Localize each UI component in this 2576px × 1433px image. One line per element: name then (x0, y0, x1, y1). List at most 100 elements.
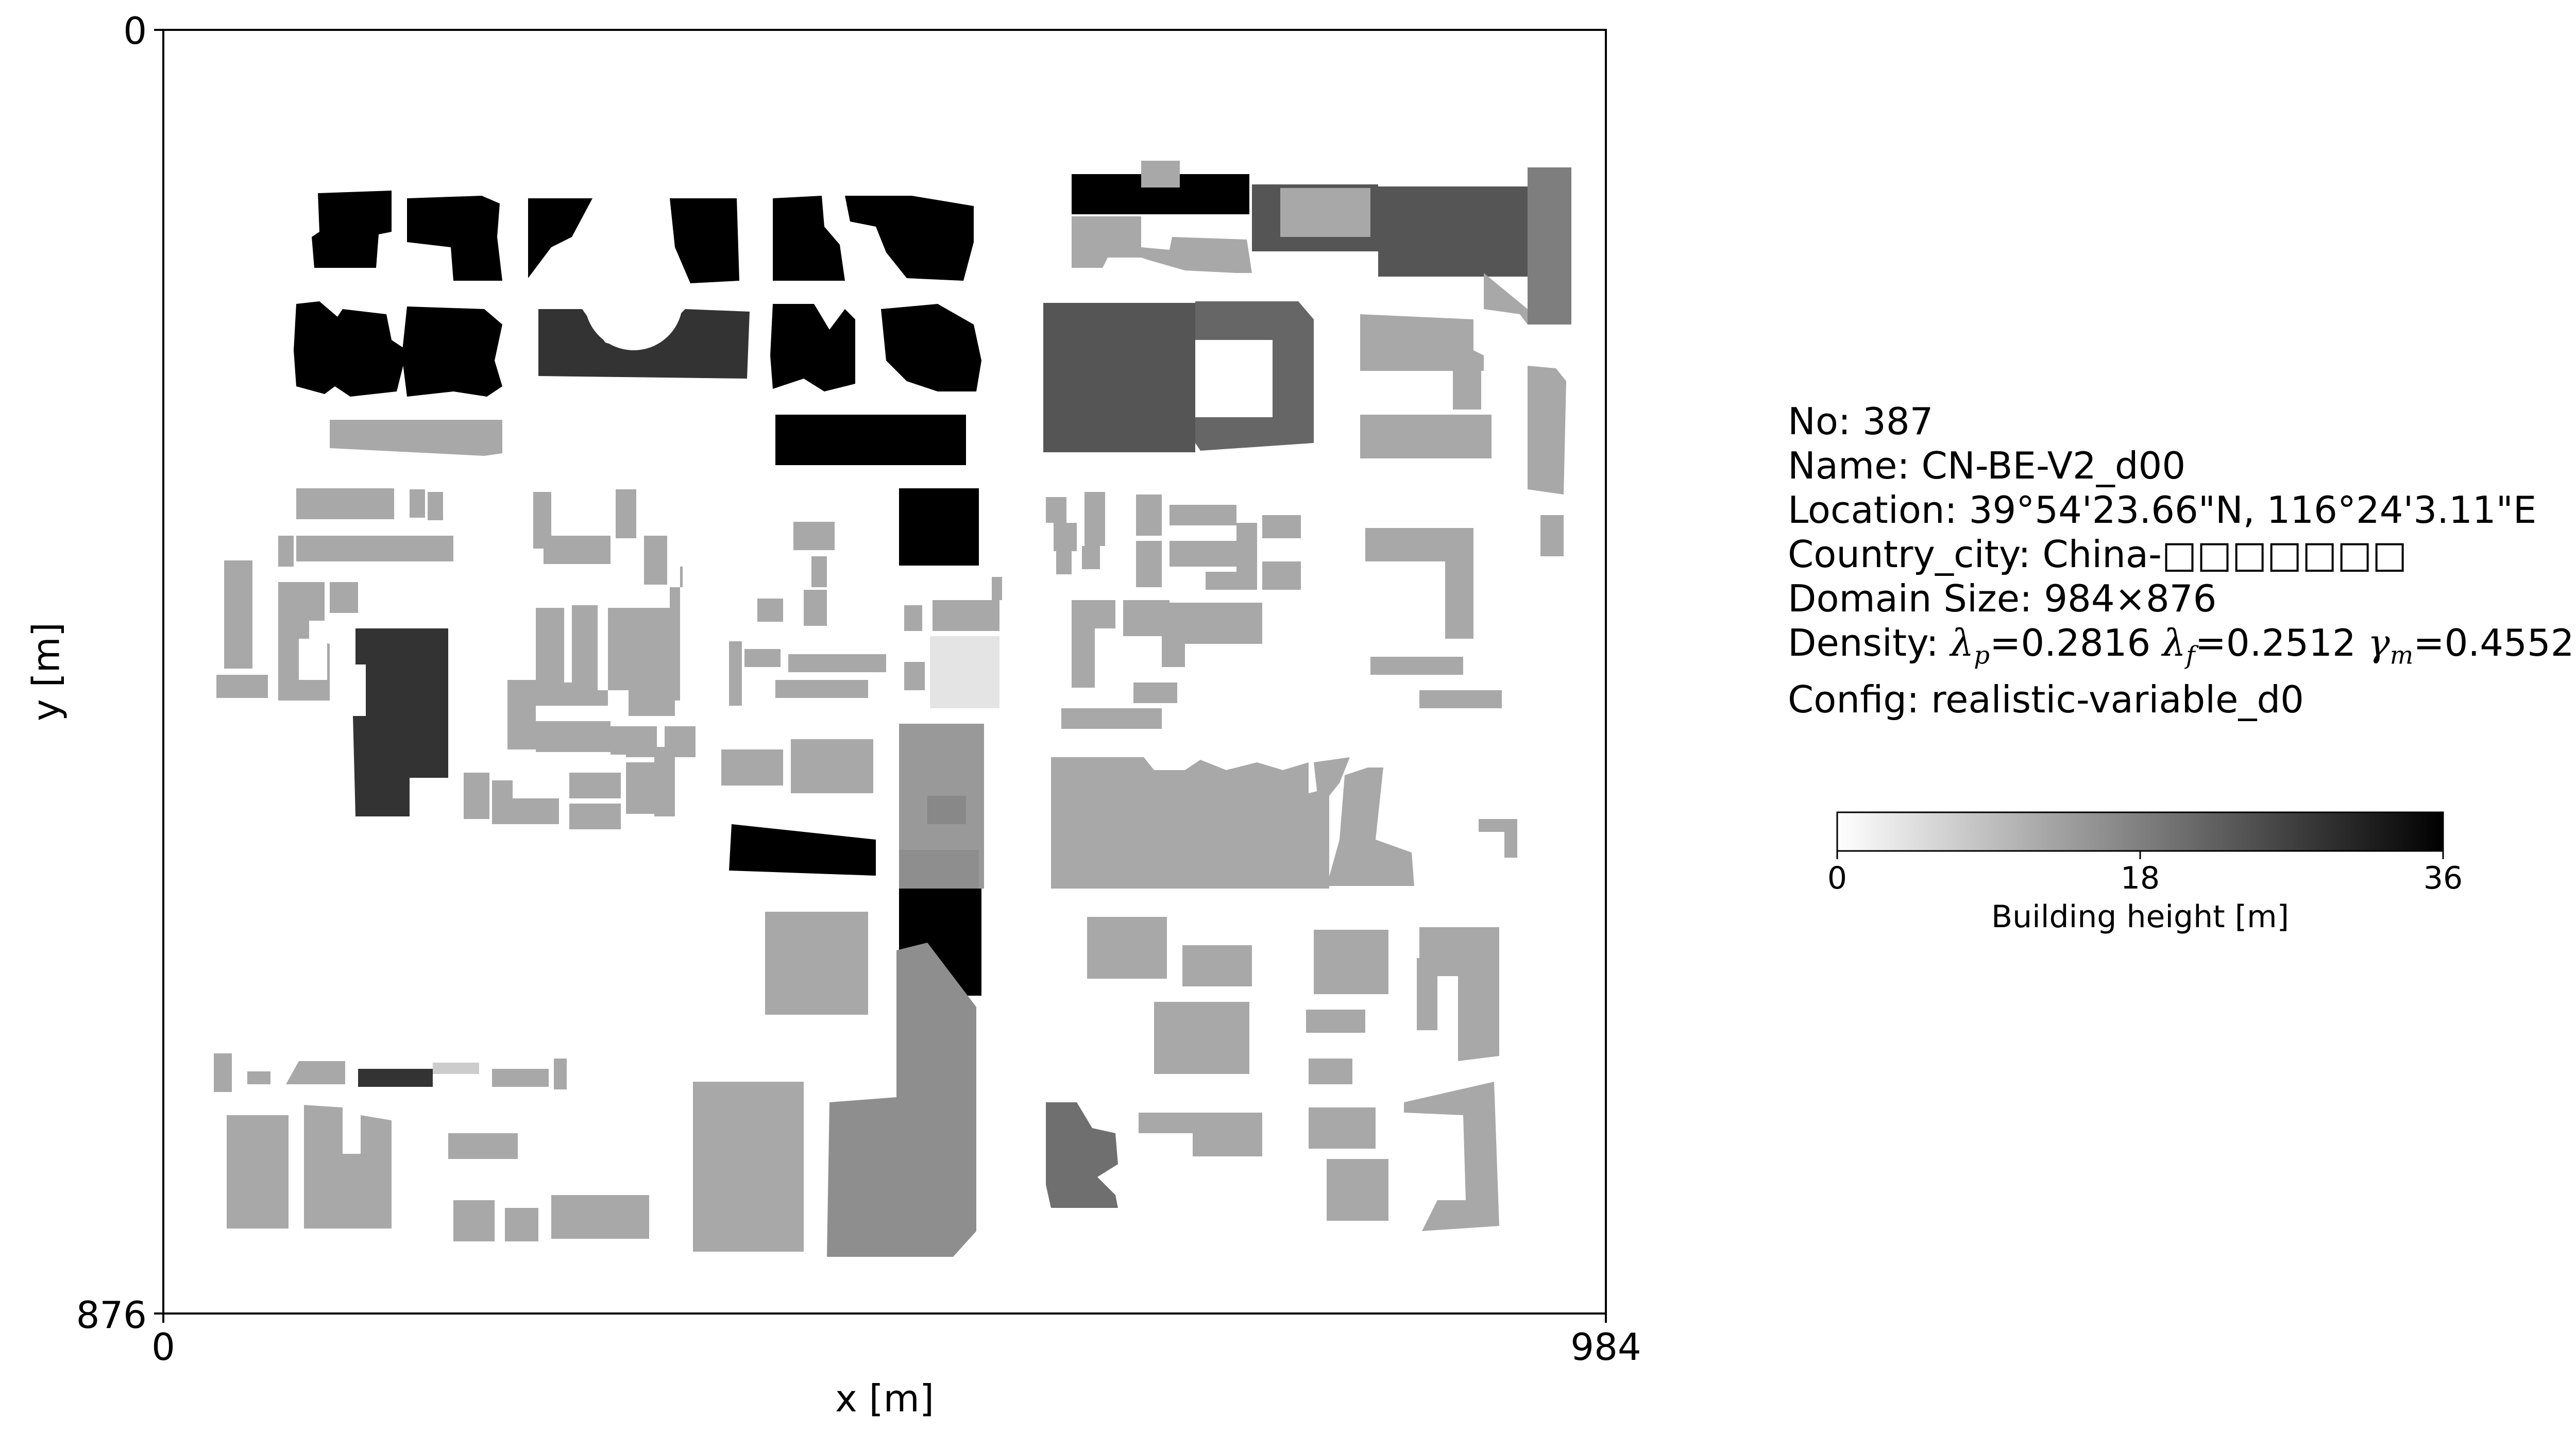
building (1327, 767, 1414, 886)
building (1193, 1131, 1262, 1156)
building (1314, 930, 1388, 994)
building (304, 1105, 392, 1229)
building (492, 1069, 549, 1087)
building (881, 304, 981, 391)
building (1419, 927, 1499, 1061)
courtyard (1195, 340, 1273, 417)
building (1540, 515, 1564, 556)
building (1306, 1010, 1365, 1033)
density-prefix: Density: (1788, 621, 1951, 664)
building (1051, 757, 1329, 889)
building (775, 415, 966, 465)
building (353, 628, 448, 816)
building (569, 804, 621, 829)
colorbar: 0 18 36 Building height [m] (1827, 811, 2463, 935)
building (1123, 600, 1170, 636)
building (1162, 603, 1262, 667)
building (1141, 161, 1180, 187)
building (793, 522, 835, 550)
colorbar-tick-label-0: 0 (1827, 860, 1847, 896)
building (224, 560, 252, 669)
building (1170, 505, 1236, 525)
building (1370, 657, 1463, 675)
building (1378, 186, 1528, 277)
building (1453, 371, 1481, 410)
building (1043, 303, 1195, 452)
building (536, 721, 611, 752)
building (1262, 515, 1301, 538)
building (721, 749, 783, 786)
building (1404, 1082, 1499, 1231)
building (1072, 216, 1252, 273)
building (1139, 1113, 1262, 1133)
building (428, 492, 443, 520)
building (1133, 683, 1177, 703)
building (1082, 546, 1100, 569)
y-tick-label-876: 876 (76, 1293, 147, 1337)
building (296, 488, 394, 519)
building (1309, 1059, 1352, 1084)
building (507, 680, 536, 749)
building (629, 685, 652, 716)
building (933, 600, 999, 631)
info-country-city: Country_city: China-□□□□□□□ (1788, 533, 2408, 576)
building (729, 641, 742, 706)
building (1084, 492, 1105, 546)
building (904, 662, 925, 690)
building (569, 773, 621, 798)
building (791, 739, 873, 793)
building (811, 556, 827, 587)
building (1528, 167, 1571, 325)
building (1309, 1107, 1376, 1149)
building (1262, 561, 1301, 590)
building (1072, 600, 1115, 688)
building (1136, 494, 1162, 536)
building (227, 1115, 289, 1229)
building (410, 489, 425, 518)
info-name: Name: CN-BE-V2_d00 (1788, 444, 2186, 487)
building (770, 304, 855, 391)
gamma-m-subscript: m (2389, 641, 2414, 670)
building (927, 796, 966, 824)
building (312, 191, 392, 268)
building (448, 1133, 518, 1159)
info-no: No: 387 (1788, 400, 1934, 443)
building (1182, 945, 1252, 986)
info-panel: No: 387 Name: CN-BE-V2_d00 Location: 39°… (1788, 399, 2576, 722)
buildings-layer (214, 161, 1571, 1257)
building (536, 567, 683, 706)
building (330, 582, 358, 613)
colorbar-tick-label-18: 18 (2121, 860, 2160, 896)
building (729, 824, 876, 876)
lambda-f-subscript: f (2185, 641, 2195, 670)
building (1046, 497, 1066, 523)
building (744, 649, 781, 667)
building (1206, 572, 1236, 590)
building (278, 582, 325, 621)
building (464, 773, 489, 819)
building (626, 726, 657, 757)
lambda-p-symbol: λ (1950, 621, 1974, 664)
info-density: Density: λp=0.2816 λf=0.2512 γm=0.4552 (1788, 621, 2576, 677)
building (296, 536, 453, 561)
building (1046, 1102, 1118, 1208)
building (1170, 541, 1236, 567)
tick-marks (154, 29, 1607, 1323)
building (788, 654, 886, 672)
x-axis-label: x [m] (835, 1377, 934, 1420)
building (330, 420, 502, 456)
building (286, 1061, 345, 1084)
x-tick-label-984: 984 (1570, 1325, 1641, 1369)
building (930, 636, 999, 708)
building (1087, 917, 1167, 979)
building (899, 850, 979, 889)
building (899, 488, 979, 566)
building (1417, 958, 1437, 1030)
building (528, 198, 592, 278)
building (652, 680, 675, 716)
building (1419, 690, 1502, 708)
building (616, 489, 636, 538)
building (1528, 366, 1566, 494)
building (551, 1195, 649, 1239)
